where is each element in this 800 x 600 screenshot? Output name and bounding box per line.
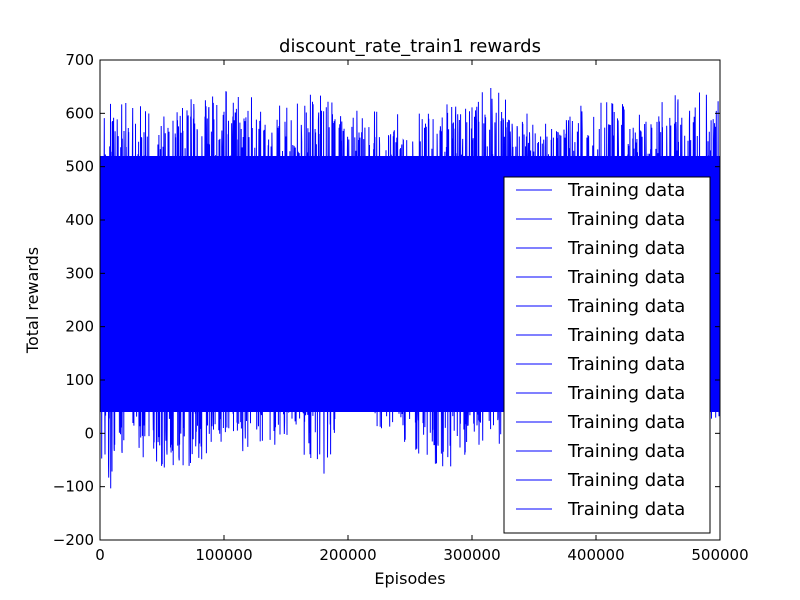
legend-box <box>503 176 711 534</box>
legend-entry-label: Training data <box>567 441 685 462</box>
axes-frame <box>99 59 721 541</box>
legend-entry-label: Training data <box>567 267 685 288</box>
x-tick-label: 0 <box>95 546 105 564</box>
legend-entry-label: Training data <box>567 499 685 520</box>
legend: Training data Training data Training data T… <box>503 176 711 534</box>
y-tick-label: 700 <box>65 51 94 69</box>
legend-entry-label: Training data <box>567 209 685 230</box>
y-tick-label: 0 <box>84 424 94 442</box>
y-tick-label: −200 <box>53 531 94 549</box>
x-axis-label: Episodes <box>374 569 445 588</box>
legend-entry-label: Training data <box>567 412 685 433</box>
y-tick-label: 200 <box>65 318 94 336</box>
legend-entry-label: Training data <box>567 470 685 491</box>
x-tick-label: 300000 <box>443 546 500 564</box>
y-tick-label: 500 <box>65 158 94 176</box>
y-tick-label: −100 <box>53 478 94 496</box>
legend-entry-label: Training data <box>567 354 685 375</box>
axis-ticks: 0 100000 200000 300000 400000 500000 −200 −100 0… <box>53 51 749 564</box>
y-tick-label: 100 <box>65 371 94 389</box>
x-tick-label: 200000 <box>319 546 376 564</box>
chart-title: discount_rate_train1 rewards <box>279 36 541 57</box>
legend-entry-label: Training data <box>567 383 685 404</box>
y-tick-label: 600 <box>65 104 94 122</box>
legend-entry-label: Training data <box>567 325 685 346</box>
legend-entry-label: Training data <box>567 180 685 201</box>
y-tick-label: 300 <box>65 264 94 282</box>
legend-entry-label: Training data <box>567 296 685 317</box>
y-tick-label: 400 <box>65 211 94 229</box>
x-tick-label: 500000 <box>691 546 748 564</box>
y-axis-label: Total rewards <box>23 247 42 354</box>
legend-entry-label: Training data <box>567 238 685 259</box>
x-tick-label: 100000 <box>195 546 252 564</box>
x-tick-label: 400000 <box>567 546 624 564</box>
